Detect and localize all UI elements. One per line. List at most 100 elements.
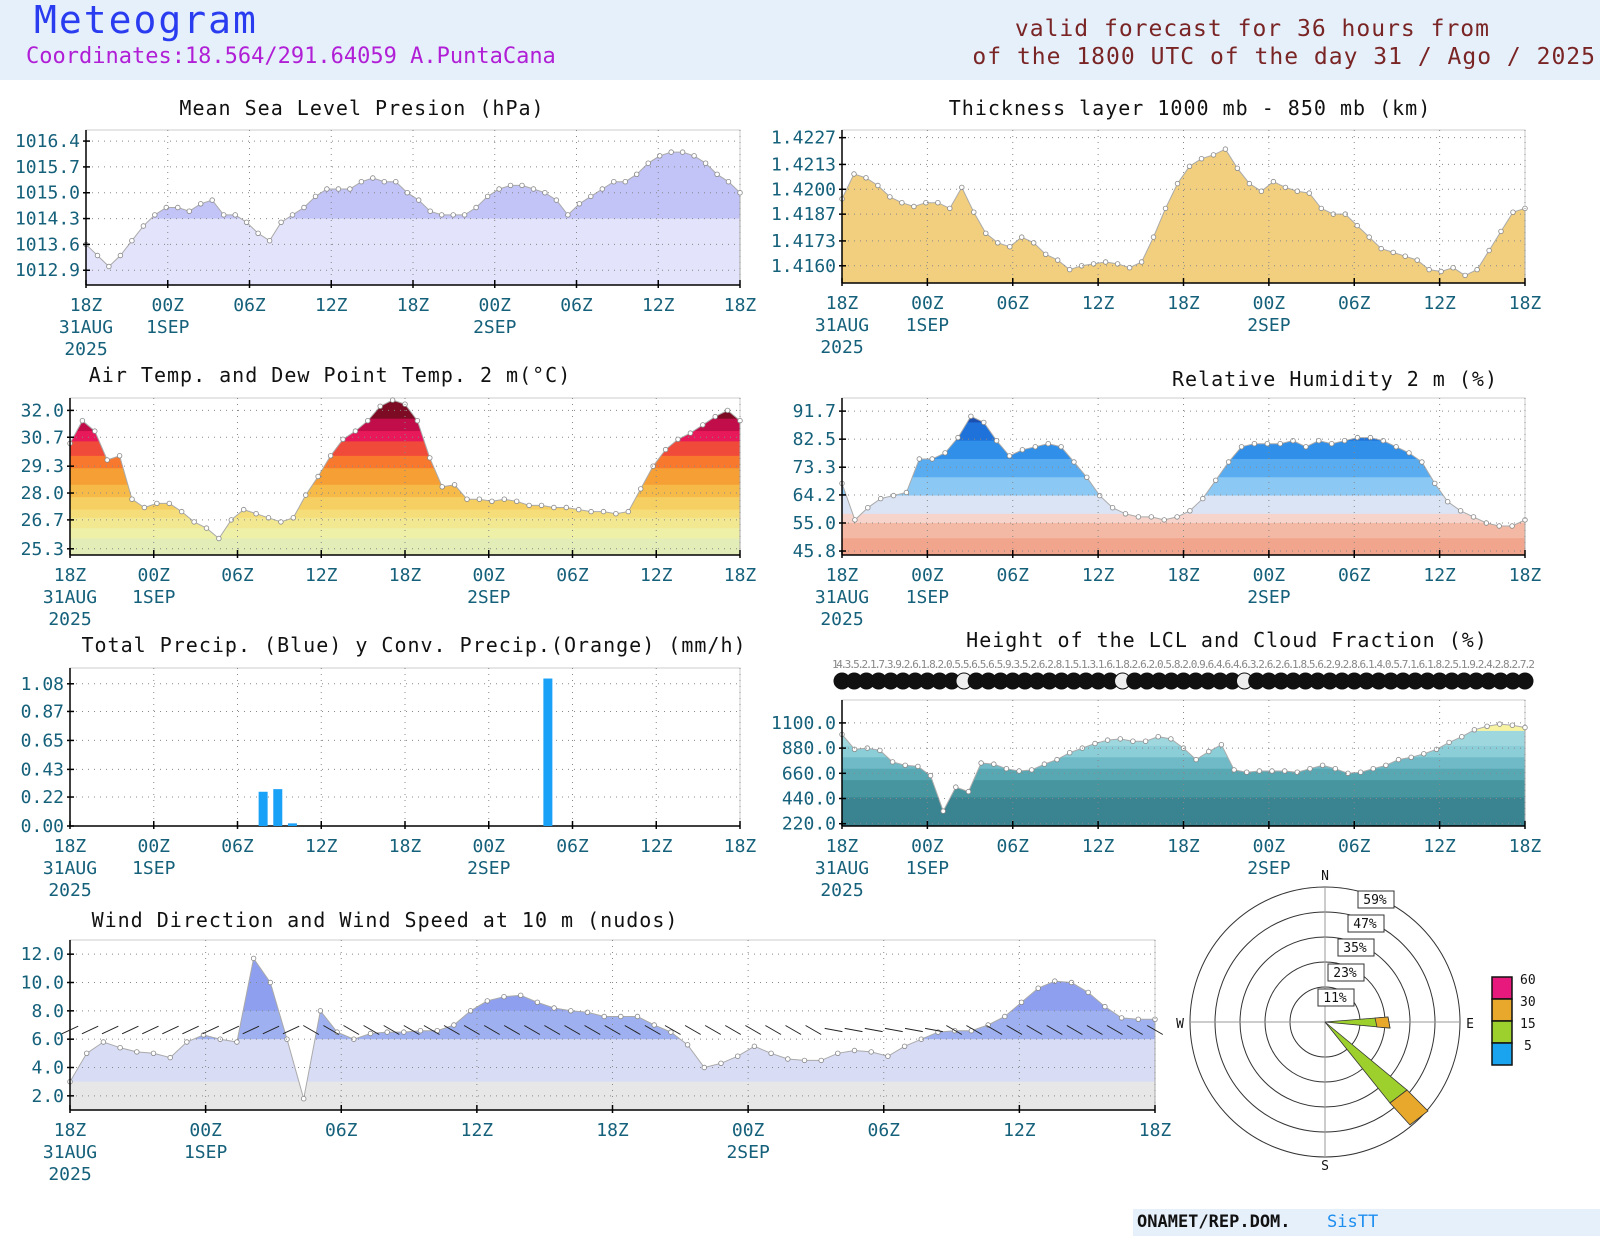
precip-xtick: 06Z (221, 836, 254, 857)
wind-ytick: 8.0 (31, 1001, 64, 1022)
compass-W: W (1176, 1017, 1184, 1032)
lcl-point (927, 772, 934, 779)
thickness-date: 2025 (820, 337, 863, 358)
wind-barb (725, 1025, 742, 1035)
lcl-point (1307, 766, 1313, 772)
humidity-point (1135, 514, 1142, 520)
thickness-point (863, 175, 869, 181)
precip-bar (258, 791, 268, 826)
wind-barb (544, 1025, 561, 1035)
wind-barb (141, 1025, 159, 1035)
compass-S: S (1321, 1159, 1329, 1174)
pressure-ytick: 1015.7 (15, 157, 80, 178)
wind-barb (383, 1025, 400, 1035)
thickness-point (851, 171, 857, 177)
lcl-point (1332, 766, 1338, 772)
lcl-point (1256, 768, 1263, 774)
wind-point (751, 1043, 758, 1049)
thickness-point (1426, 266, 1432, 273)
temperature-point (675, 436, 681, 442)
thickness-point (1462, 272, 1468, 279)
wind-barb (765, 1025, 782, 1035)
humidity-xtick: 00Z (911, 565, 944, 586)
lcl-point (1155, 734, 1161, 740)
pressure-point (519, 182, 525, 189)
wind-point (551, 1005, 557, 1011)
rose-petal-se-green (1324, 1021, 1408, 1104)
precip-xtick: 00Z (472, 836, 505, 857)
pressure-xtick: 18Z (397, 295, 430, 316)
temperature-xtick: 18Z (389, 565, 422, 586)
temperature-point (141, 504, 148, 511)
wind-point (684, 1042, 691, 1048)
wind-ytick: 4.0 (31, 1058, 64, 1079)
wind-xtick: 00Z (189, 1120, 222, 1141)
wind-point (451, 1022, 457, 1028)
wind-xtick: 12Z (461, 1120, 494, 1141)
temperature-band (70, 528, 740, 539)
temperature-ytick: 28.0 (21, 483, 64, 504)
thickness-title: Thickness layer 1000 mb - 850 mb (km) (949, 96, 1432, 120)
wind-barb (745, 1025, 762, 1035)
humidity-point (1380, 438, 1386, 444)
pressure-point (737, 189, 743, 196)
cloud-fraction-labels: 14.3.5.2.1.7.3.9.2.6.1.8.2.0.5.5.6.5.6.5… (832, 658, 1535, 671)
lcl-point (1016, 768, 1022, 774)
wind-date: 2SEP (726, 1142, 770, 1163)
humidity-point (903, 489, 910, 496)
pressure-point (725, 178, 732, 185)
precip-ytick: 0.87 (21, 701, 64, 722)
temperature-point (228, 517, 234, 523)
wind-point (1068, 979, 1075, 986)
pressure-point (416, 197, 422, 203)
temperature-ytick: 32.0 (21, 400, 64, 421)
lcl-point (953, 784, 959, 790)
wind-barb (503, 1025, 521, 1035)
wind-point (367, 1030, 374, 1037)
cloud-circle (1516, 672, 1534, 690)
wind-barb (1006, 1025, 1023, 1035)
pressure-point (393, 178, 399, 185)
wind-barb (664, 1025, 681, 1035)
wind-barb (403, 1025, 420, 1035)
temperature-ytick: 30.7 (21, 427, 64, 448)
pressure-point (530, 186, 537, 192)
wind-barb (644, 1025, 661, 1035)
thickness-point (1054, 257, 1061, 263)
thickness-date: 1SEP (906, 315, 950, 336)
lcl-point (965, 788, 972, 795)
ring-label: 59% (1363, 893, 1387, 908)
temperature-point (700, 422, 706, 428)
lcl-point (864, 745, 870, 751)
temperature-point (638, 486, 644, 492)
wind-xtick: 18Z (596, 1120, 629, 1141)
precip-xtick: 12Z (640, 836, 673, 857)
legend-swatch (1491, 1042, 1513, 1066)
lcl-date: 1SEP (906, 858, 950, 879)
humidity-xtick: 18Z (826, 565, 859, 586)
thickness-point (1330, 211, 1336, 217)
thickness-point (887, 194, 893, 200)
pressure-xtick: 12Z (315, 295, 348, 316)
temperature-point (489, 498, 495, 504)
lcl-ytick: 660.0 (782, 763, 836, 784)
precip-xtick: 06Z (556, 836, 589, 857)
temperature-point (290, 515, 296, 521)
pressure-date: 2025 (64, 339, 107, 360)
pressure-xtick: 18Z (70, 295, 103, 316)
valid-forecast-line2: of the 1800 UTC of the day 31 / Ago / 20… (972, 44, 1596, 70)
wind-point (134, 1049, 140, 1055)
wind-point (417, 1027, 424, 1034)
thickness-ytick: 1.4173 (771, 231, 836, 252)
lcl-xtick: 06Z (996, 836, 1029, 857)
wind-point (117, 1044, 123, 1051)
wind-point (618, 1013, 624, 1020)
thickness-xtick: 18Z (1167, 293, 1200, 314)
thickness-point (1258, 188, 1265, 194)
ring-label-box (1327, 963, 1365, 982)
wind-barb (202, 1025, 220, 1035)
thickness-xtick: 12Z (1082, 293, 1115, 314)
wind-line (69, 957, 1156, 1110)
lcl-point (1193, 756, 1199, 763)
temperature-point (104, 457, 110, 463)
